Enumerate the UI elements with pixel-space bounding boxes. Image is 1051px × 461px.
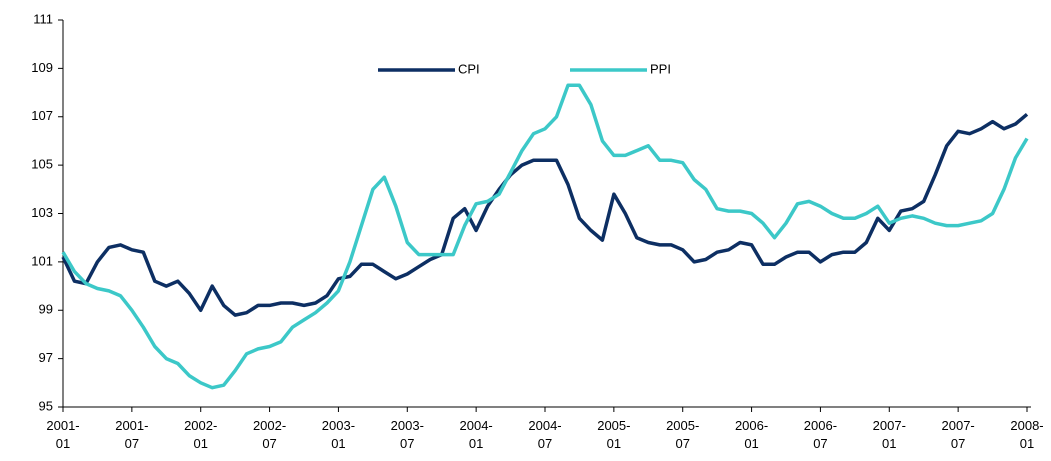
x-tick-label: 2005- 01: [597, 418, 630, 451]
y-tick-label: 99: [39, 302, 53, 317]
x-tick-label-line: 2006-: [804, 418, 837, 433]
x-tick-label-line: 2002-: [253, 418, 286, 433]
x-tick-label-line: 2002-: [184, 418, 217, 433]
x-tick-label-line: 01: [1020, 436, 1034, 451]
x-tick-label-line: 07: [538, 436, 552, 451]
x-tick-label-line: 2006-: [735, 418, 768, 433]
x-tick-label-line: 2004-: [460, 418, 493, 433]
x-tick-label-line: 07: [951, 436, 965, 451]
x-tick-label: 2002- 01: [184, 418, 217, 451]
x-tick-label-line: 01: [193, 436, 207, 451]
x-tick-label-line: 2004-: [528, 418, 561, 433]
x-tick-label-line: 01: [56, 436, 70, 451]
x-tick-label: 2003- 07: [391, 418, 424, 451]
legend-label: CPI: [458, 61, 480, 76]
x-tick-label-line: 07: [813, 436, 827, 451]
x-tick-label-line: 01: [331, 436, 345, 451]
x-tick-label-line: 07: [400, 436, 414, 451]
y-tick-label: 109: [31, 60, 53, 75]
y-tick-label: 95: [39, 398, 53, 413]
x-tick-label-line: 01: [744, 436, 758, 451]
x-tick-label-line: 2008-: [1010, 418, 1043, 433]
x-tick-label-line: 07: [125, 436, 139, 451]
x-tick-label: 2004- 01: [460, 418, 493, 451]
x-tick-label: 2008- 01: [1010, 418, 1043, 451]
x-tick-label-line: 01: [607, 436, 621, 451]
x-tick-label: 2006- 07: [804, 418, 837, 451]
x-tick-label-line: 2005-: [597, 418, 630, 433]
series-line: [61, 83, 1029, 390]
x-tick-label: 2006- 01: [735, 418, 768, 451]
x-tick-label-line: 01: [469, 436, 483, 451]
y-tick-label: 103: [31, 205, 53, 220]
y-tick-label: 107: [31, 108, 53, 123]
x-tick-label: 2001- 07: [115, 418, 148, 451]
x-tick-label: 2001- 01: [46, 418, 79, 451]
x-tick-label-line: 2007-: [873, 418, 906, 433]
y-tick-label: 101: [31, 253, 53, 268]
x-tick-label-line: 2005-: [666, 418, 699, 433]
y-tick-label: 111: [33, 11, 53, 26]
x-tick-label: 2002- 07: [253, 418, 286, 451]
x-tick-label: 2003- 01: [322, 418, 355, 451]
x-tick-label-line: 2007-: [942, 418, 975, 433]
x-tick-label-line: 2003-: [391, 418, 424, 433]
x-tick-label: 2004- 07: [528, 418, 561, 451]
series-line: [61, 112, 1029, 317]
x-tick-label-line: 07: [675, 436, 689, 451]
x-tick-label: 2007- 01: [873, 418, 906, 451]
x-tick-label-line: 07: [262, 436, 276, 451]
x-tick-label-line: 01: [882, 436, 896, 451]
legend-label: PPI: [650, 61, 671, 76]
x-tick-label-line: 2003-: [322, 418, 355, 433]
x-tick-label-line: 2001-: [115, 418, 148, 433]
x-tick-label-line: 2001-: [46, 418, 79, 433]
x-tick-label: 2007- 07: [942, 418, 975, 451]
y-tick-label: 97: [39, 350, 53, 365]
y-tick-label: 105: [31, 157, 53, 172]
x-tick-label: 2005- 07: [666, 418, 699, 451]
